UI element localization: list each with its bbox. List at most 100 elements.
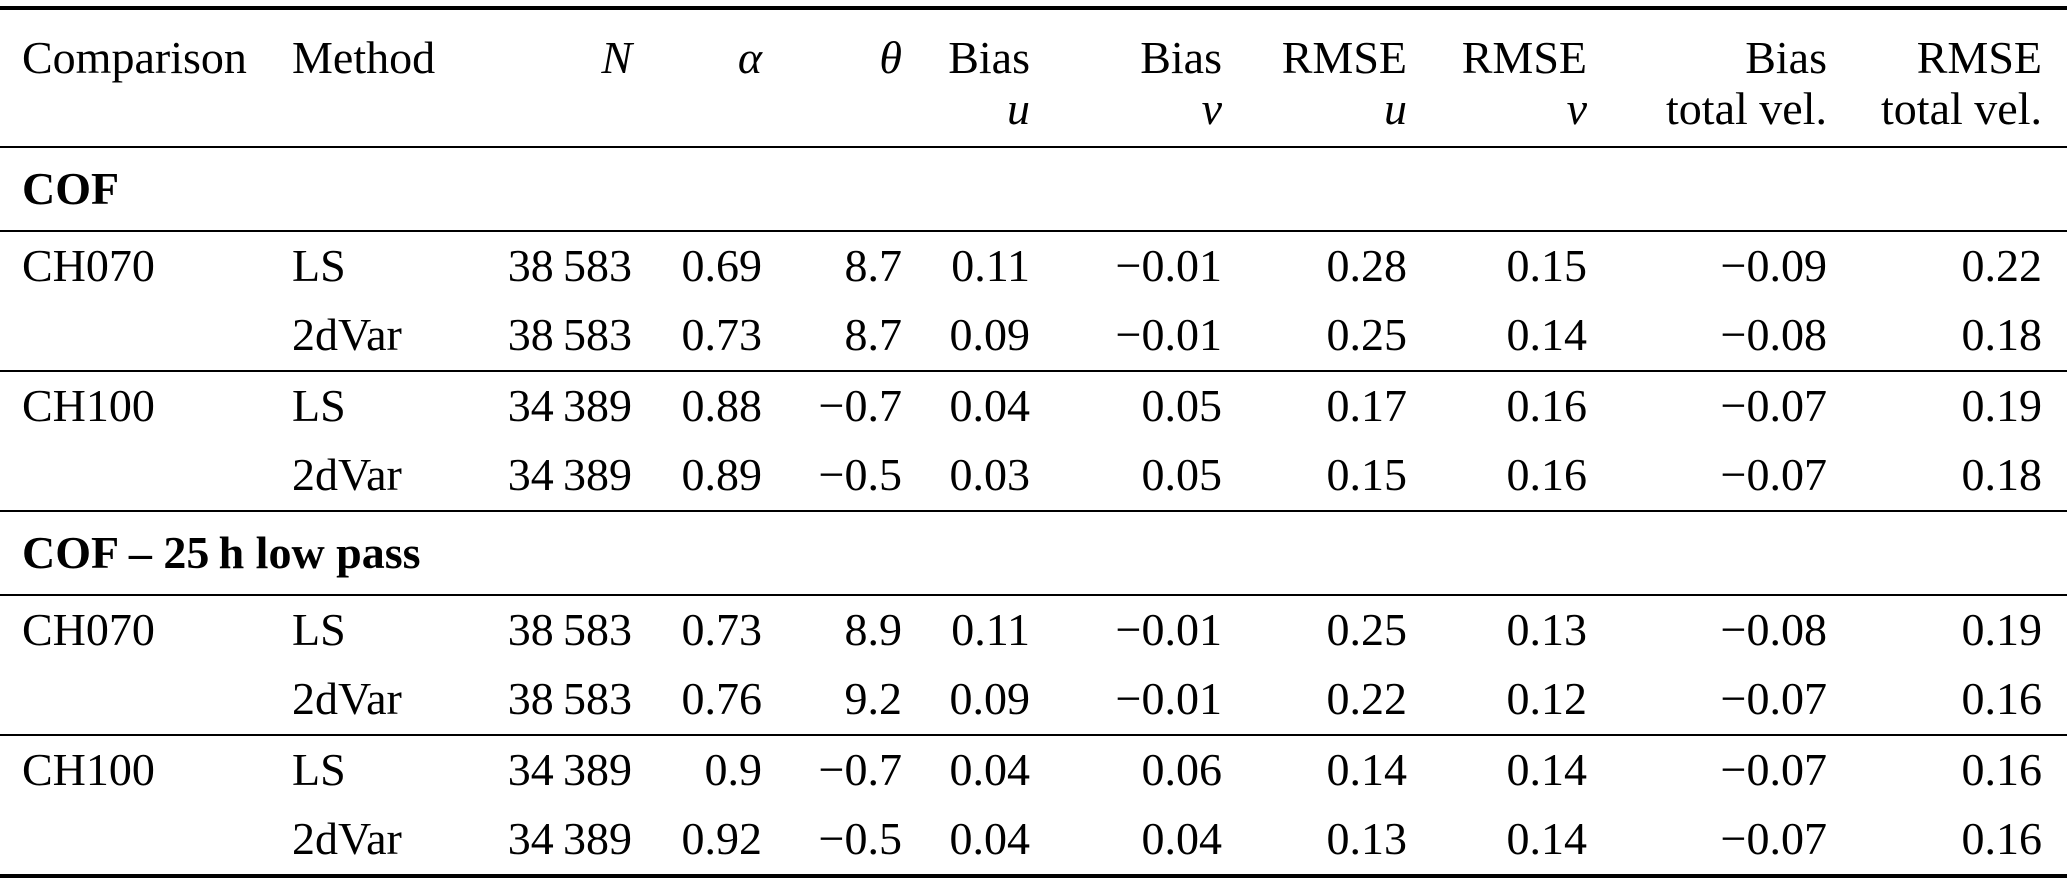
cell-bias-u: 0.03 <box>949 449 1031 501</box>
cell-comparison <box>0 665 292 735</box>
cell-rmse-total: 0.16 <box>1961 673 2043 725</box>
cell-bias-u: 0.11 <box>951 604 1030 656</box>
cell-rmse-total: 0.18 <box>1961 309 2043 361</box>
cell-bias-total: −0.08 <box>1720 309 1827 361</box>
cell-comparison <box>0 441 292 511</box>
table-row: 2dVar 34 389 0.89 −0.5 0.03 0.05 0.15 0.… <box>0 441 2067 511</box>
cell-bias-v: −0.01 <box>1115 240 1222 292</box>
cell-bias-u: 0.09 <box>949 309 1031 361</box>
cell-rmse-u: 0.17 <box>1326 380 1408 432</box>
cell-theta: 8.7 <box>844 309 903 361</box>
cell-alpha: 0.92 <box>681 813 763 865</box>
col-header-rmse-u: RMSE <box>1281 32 1407 84</box>
header-row-main: Comparison Method N α θ Bias Bias RMSE R… <box>0 8 2067 84</box>
col-subheader-v: v <box>1201 83 1222 134</box>
cell-bias-total: −0.08 <box>1720 604 1827 656</box>
cell-rmse-total: 0.19 <box>1961 604 2043 656</box>
cell-theta: −0.5 <box>818 449 902 501</box>
col-header-bias-u: Bias <box>948 32 1030 84</box>
cell-method: 2dVar <box>292 309 402 361</box>
cell-theta: 8.7 <box>844 240 903 292</box>
cell-rmse-v: 0.14 <box>1506 813 1588 865</box>
results-table: Comparison Method N α θ Bias Bias RMSE R… <box>0 6 2067 878</box>
table-row: 2dVar 34 389 0.92 −0.5 0.04 0.04 0.13 0.… <box>0 805 2067 876</box>
col-subheader-empty <box>292 84 442 147</box>
header-row-sub: u v u v total vel. total vel. <box>0 83 2067 147</box>
cell-rmse-u: 0.28 <box>1326 240 1408 292</box>
col-subheader-total-vel: total vel. <box>1666 83 1827 134</box>
cell-rmse-v: 0.14 <box>1506 744 1588 796</box>
col-subheader-empty <box>632 84 762 147</box>
section-cof-lowpass: COF – 25 h low pass CH070 LS 38 583 0.73… <box>0 511 2067 876</box>
col-header-method: Method <box>292 32 436 84</box>
cell-alpha: 0.88 <box>681 380 763 432</box>
cell-rmse-total: 0.16 <box>1961 744 2043 796</box>
cell-bias-u: 0.04 <box>949 380 1031 432</box>
cell-method: LS <box>292 380 346 432</box>
cell-bias-total: −0.07 <box>1720 449 1827 501</box>
cell-rmse-u: 0.13 <box>1326 813 1408 865</box>
cell-rmse-v: 0.16 <box>1506 449 1588 501</box>
cell-method: LS <box>292 240 346 292</box>
cell-bias-u: 0.04 <box>949 744 1031 796</box>
cell-n: 34 389 <box>507 813 632 865</box>
cell-comparison <box>0 805 292 876</box>
col-header-rmse-total: RMSE <box>1916 32 2042 84</box>
cell-method: LS <box>292 744 346 796</box>
cell-comparison: CH100 <box>22 744 155 796</box>
section-title: COF – 25 h low pass <box>22 526 421 578</box>
cell-alpha: 0.73 <box>681 309 763 361</box>
cell-bias-v: 0.05 <box>1141 380 1223 432</box>
cell-bias-v: −0.01 <box>1115 673 1222 725</box>
cell-bias-total: −0.09 <box>1720 240 1827 292</box>
col-header-alpha: α <box>737 32 762 84</box>
col-subheader-empty <box>442 84 632 147</box>
cell-n: 34 389 <box>507 380 632 432</box>
cell-rmse-u: 0.25 <box>1326 604 1408 656</box>
cell-rmse-total: 0.16 <box>1961 813 2043 865</box>
table-row: 2dVar 38 583 0.76 9.2 0.09 −0.01 0.22 0.… <box>0 665 2067 735</box>
cell-method: 2dVar <box>292 673 402 725</box>
cell-bias-v: −0.01 <box>1115 309 1222 361</box>
cell-rmse-v: 0.13 <box>1506 604 1588 656</box>
cell-alpha: 0.73 <box>681 604 763 656</box>
cell-theta: −0.5 <box>818 813 902 865</box>
cell-rmse-total: 0.22 <box>1961 240 2043 292</box>
col-subheader-v: v <box>1566 83 1587 134</box>
cell-n: 34 389 <box>507 449 632 501</box>
cell-comparison: CH070 <box>22 604 155 656</box>
col-header-bias-v: Bias <box>1140 32 1222 84</box>
cell-rmse-v: 0.14 <box>1506 309 1588 361</box>
cell-bias-total: −0.07 <box>1720 744 1827 796</box>
section-title-row: COF <box>0 147 2067 231</box>
col-subheader-empty <box>0 84 292 147</box>
cell-n: 34 389 <box>507 744 632 796</box>
section-title: COF <box>22 162 120 214</box>
col-subheader-u: u <box>1007 83 1030 134</box>
col-header-rmse-v: RMSE <box>1461 32 1587 84</box>
cell-bias-v: −0.01 <box>1115 604 1222 656</box>
table-row: 2dVar 38 583 0.73 8.7 0.09 −0.01 0.25 0.… <box>0 301 2067 371</box>
cell-bias-u: 0.11 <box>951 240 1030 292</box>
cell-n: 38 583 <box>507 604 632 656</box>
cell-alpha: 0.89 <box>681 449 763 501</box>
col-subheader-u: u <box>1384 83 1407 134</box>
col-subheader-total-vel: total vel. <box>1881 83 2042 134</box>
cell-rmse-v: 0.16 <box>1506 380 1588 432</box>
cell-bias-total: −0.07 <box>1720 673 1827 725</box>
section-title-row: COF – 25 h low pass <box>0 511 2067 595</box>
cell-rmse-total: 0.18 <box>1961 449 2043 501</box>
cell-rmse-u: 0.22 <box>1326 673 1408 725</box>
cell-theta: −0.7 <box>818 380 902 432</box>
table-row: CH100 LS 34 389 0.88 −0.7 0.04 0.05 0.17… <box>0 371 2067 441</box>
cell-method: 2dVar <box>292 813 402 865</box>
cell-theta: 8.9 <box>844 604 903 656</box>
cell-theta: −0.7 <box>818 744 902 796</box>
cell-method: LS <box>292 604 346 656</box>
table-row: CH070 LS 38 583 0.69 8.7 0.11 −0.01 0.28… <box>0 231 2067 301</box>
cell-rmse-u: 0.25 <box>1326 309 1408 361</box>
cell-n: 38 583 <box>507 309 632 361</box>
cell-rmse-v: 0.15 <box>1506 240 1588 292</box>
col-header-n: N <box>601 32 632 84</box>
cell-theta: 9.2 <box>844 673 903 725</box>
